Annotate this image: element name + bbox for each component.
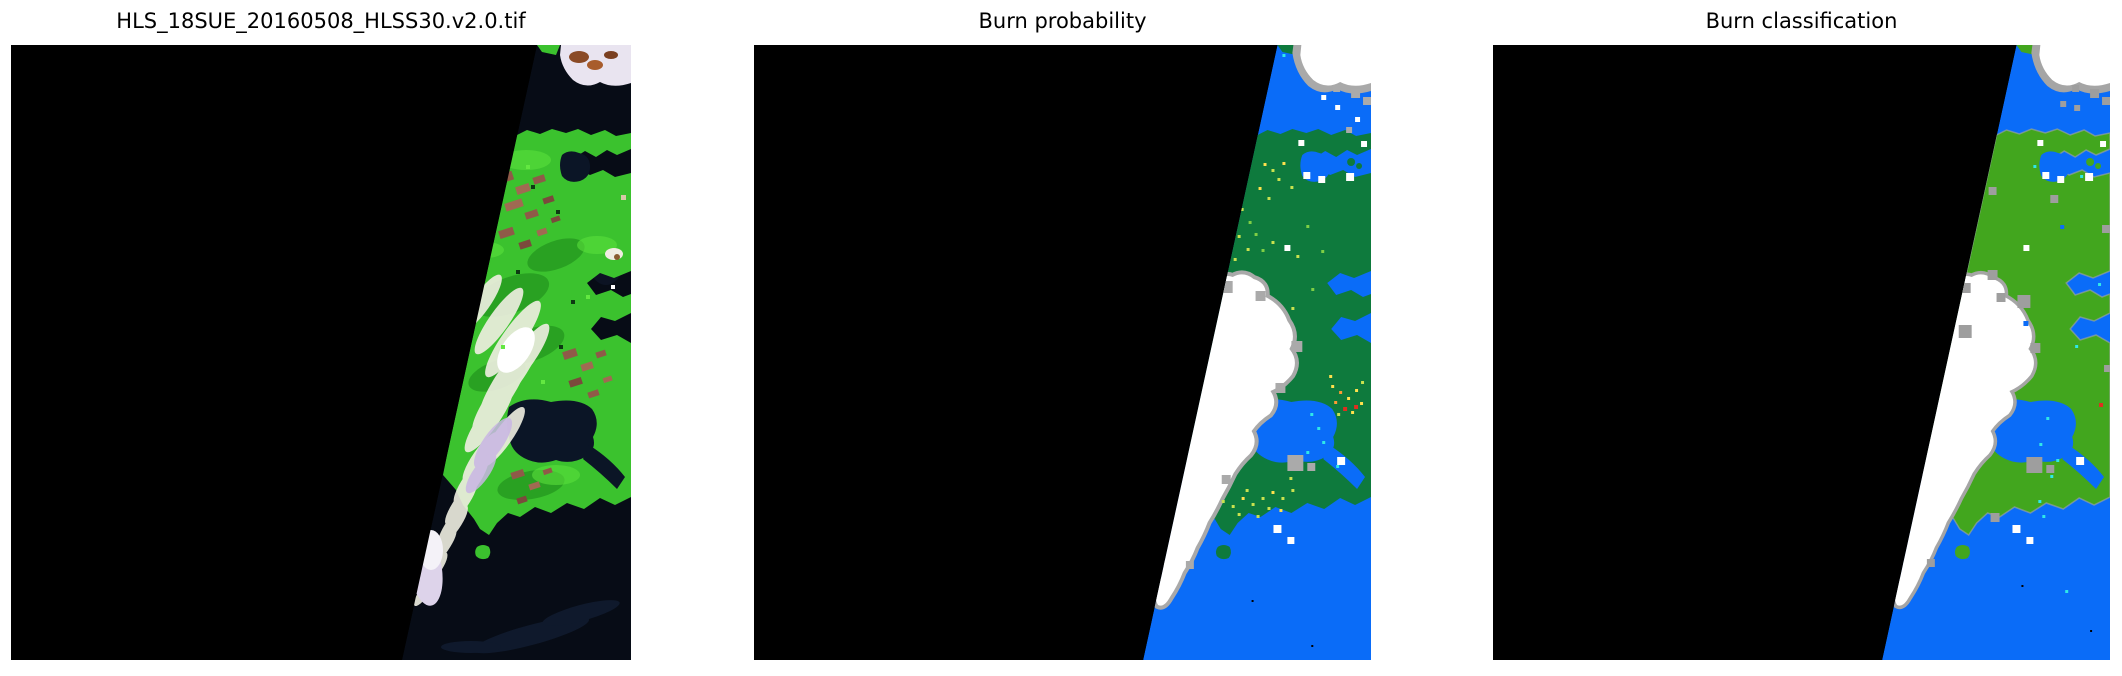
island: [475, 545, 491, 560]
channel-islet: [1356, 163, 1363, 169]
burn-classification-map: [1493, 45, 2110, 660]
panel-burn-classification: Burn classification: [1493, 0, 2110, 676]
small-cloud-spot: [605, 248, 623, 260]
pixel-speckles: [1926, 85, 2110, 632]
small-brown-spot: [614, 254, 620, 260]
pixel-speckles: [1185, 54, 1371, 647]
pixel-speckles: [501, 165, 626, 384]
panel-rgb-image: HLS_18SUE_20160508_HLSS30.v2.0.tif: [11, 0, 631, 676]
panel-title: Burn probability: [978, 9, 1147, 33]
channel-islet: [2086, 158, 2095, 166]
cloud-core: [497, 327, 535, 373]
channel-islet: [2095, 163, 2102, 169]
satellite-image: [11, 45, 631, 660]
panel-title: Burn classification: [1705, 9, 1898, 33]
farm-fields-c: [516, 195, 583, 505]
panel-burn-probability: Burn probability: [754, 0, 1371, 676]
burn-probability-map: [754, 45, 1371, 660]
cloud-top-right-brown-patches: [569, 51, 618, 70]
bay-water-dark: [560, 151, 591, 182]
cloud-lavender-streaks: [465, 417, 513, 494]
panel-title: HLS_18SUE_20160508_HLSS30.v2.0.tif: [116, 9, 526, 33]
channel-islet: [1347, 158, 1356, 166]
island: [1954, 545, 1970, 560]
island: [1215, 545, 1231, 560]
farm-fields-b: [504, 183, 613, 491]
